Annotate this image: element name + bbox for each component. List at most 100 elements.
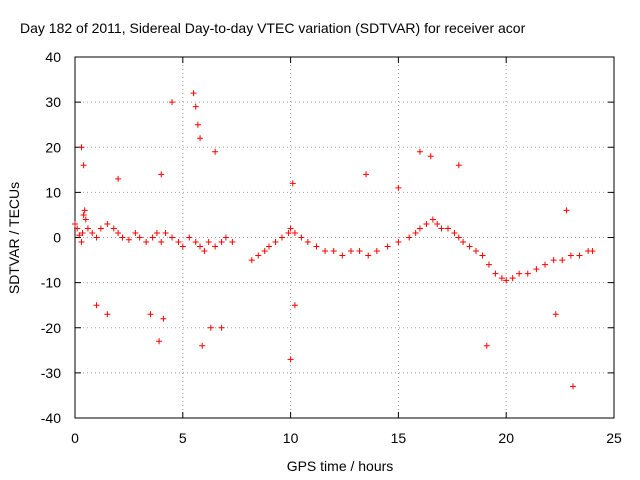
data-point xyxy=(550,257,557,264)
data-point xyxy=(395,239,402,246)
data-point xyxy=(373,248,380,255)
data-point xyxy=(132,229,139,236)
data-point xyxy=(479,252,486,259)
y-tick-label: 40 xyxy=(45,49,61,65)
data-point xyxy=(248,257,255,264)
data-point xyxy=(197,135,204,142)
data-point xyxy=(406,234,413,241)
data-point xyxy=(160,315,167,322)
x-tick-label: 15 xyxy=(391,430,407,446)
data-point xyxy=(427,153,434,160)
y-tick-label: 30 xyxy=(45,94,61,110)
data-point xyxy=(384,243,391,250)
data-point xyxy=(542,261,549,268)
data-point xyxy=(291,229,298,236)
data-point xyxy=(278,234,285,241)
data-point xyxy=(93,302,100,309)
data-point xyxy=(222,234,229,241)
data-point xyxy=(285,229,292,236)
data-point xyxy=(110,225,117,232)
y-tick-label: -30 xyxy=(41,365,61,381)
y-tick-label: -20 xyxy=(41,320,61,336)
data-point xyxy=(192,103,199,110)
data-point xyxy=(552,311,559,318)
data-point xyxy=(563,207,570,214)
data-point xyxy=(104,220,111,227)
data-point xyxy=(483,342,490,349)
data-point xyxy=(330,248,337,255)
data-point xyxy=(287,356,294,363)
data-point xyxy=(125,236,132,243)
data-point xyxy=(186,234,193,241)
data-point xyxy=(255,252,262,259)
y-axis-label: SDTVAR / TECUs xyxy=(6,182,22,294)
y-tick-label: 10 xyxy=(45,184,61,200)
y-tick-label: -40 xyxy=(41,410,61,426)
data-point xyxy=(438,225,445,232)
series-SDTVAR xyxy=(72,207,596,284)
data-point xyxy=(444,225,451,232)
data-point xyxy=(339,252,346,259)
data-point xyxy=(559,257,566,264)
data-point xyxy=(89,229,96,236)
data-point xyxy=(84,225,91,232)
chart-title: Day 182 of 2011, Sidereal Day-to-day VTE… xyxy=(20,20,526,36)
data-point xyxy=(179,243,186,250)
data-point xyxy=(153,229,160,236)
data-point xyxy=(78,239,85,246)
data-point xyxy=(473,248,480,255)
data-point xyxy=(289,180,296,187)
y-tick-label: 20 xyxy=(45,139,61,155)
data-point xyxy=(261,248,268,255)
data-point xyxy=(429,216,436,223)
data-point xyxy=(80,211,87,218)
x-tick-label: 25 xyxy=(606,430,622,446)
x-tick-label: 20 xyxy=(498,430,514,446)
data-point xyxy=(197,243,204,250)
data-point xyxy=(492,270,499,277)
data-point xyxy=(82,216,89,223)
y-tick-label: -10 xyxy=(41,275,61,291)
data-point xyxy=(455,234,462,241)
data-point xyxy=(218,239,225,246)
y-tick-label: 0 xyxy=(53,230,61,246)
data-point xyxy=(104,311,111,318)
data-point xyxy=(199,342,206,349)
data-point xyxy=(97,225,104,232)
data-point xyxy=(498,275,505,282)
data-point xyxy=(190,90,197,97)
data-point xyxy=(412,229,419,236)
data-point xyxy=(322,248,329,255)
data-point xyxy=(363,171,370,178)
data-point xyxy=(79,229,86,236)
data-point xyxy=(156,338,163,345)
data-point xyxy=(347,248,354,255)
data-point xyxy=(576,252,583,259)
data-point xyxy=(201,248,208,255)
x-tick-label: 10 xyxy=(283,430,299,446)
data-point xyxy=(416,148,423,155)
data-point xyxy=(81,207,88,214)
data-point xyxy=(365,252,372,259)
data-point xyxy=(72,220,78,227)
data-point xyxy=(570,383,577,390)
x-tick-label: 0 xyxy=(71,430,79,446)
data-point xyxy=(533,266,540,273)
data-point xyxy=(460,239,467,246)
data-point xyxy=(158,239,165,246)
data-point xyxy=(194,121,201,128)
data-point xyxy=(287,225,294,232)
data-point xyxy=(451,229,458,236)
data-point xyxy=(192,239,199,246)
data-point xyxy=(76,232,83,239)
data-point xyxy=(169,234,176,241)
data-point xyxy=(304,239,311,246)
data-point xyxy=(298,234,305,241)
data-point xyxy=(229,239,236,246)
data-point xyxy=(74,225,81,232)
axis-ticks xyxy=(74,56,615,419)
x-tick-label: 5 xyxy=(179,430,187,446)
data-point xyxy=(207,324,214,331)
data-point xyxy=(423,220,430,227)
